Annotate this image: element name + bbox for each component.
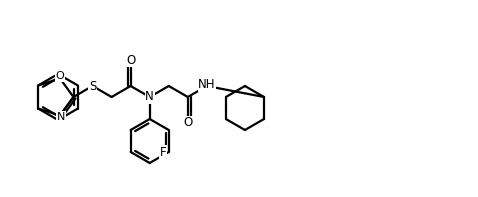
Text: N: N [145,90,154,103]
Text: O: O [126,54,135,67]
Text: NH: NH [198,78,216,91]
Text: O: O [55,71,65,81]
Text: S: S [89,80,96,93]
Text: O: O [183,116,193,129]
Text: F: F [160,146,166,159]
Text: N: N [57,112,65,122]
